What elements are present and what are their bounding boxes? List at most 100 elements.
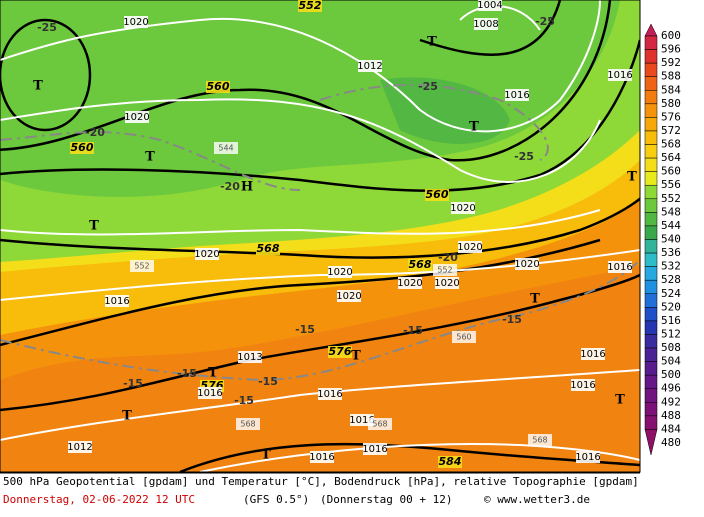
geopotential-label: 560: [207, 80, 230, 93]
pressure-label-bg: [571, 379, 595, 391]
thickness-label-bg: [236, 418, 260, 430]
colorbar-box: [644, 374, 658, 389]
colorbar-box: [644, 266, 658, 281]
field-darkgreen: [0, 0, 620, 197]
thickness-label: 568: [532, 436, 547, 445]
pressure-label: 1020: [336, 291, 361, 302]
geopotential-label: 576: [329, 345, 352, 358]
colorbar-label: 520: [661, 300, 681, 313]
colorbar-box: [644, 361, 658, 376]
colorbar-label: 524: [661, 287, 681, 300]
colorbar-box: [644, 252, 658, 267]
pressure-label: 1020: [123, 17, 148, 28]
thickness-label-bg: [433, 264, 457, 276]
pressure-label: 1020: [124, 112, 149, 123]
pressure-label: 1020: [450, 203, 475, 214]
map-field: [0, 0, 640, 472]
temperature-label: -15: [403, 324, 423, 337]
colorbar-label: 560: [661, 165, 681, 178]
pressure-label: 1016: [362, 444, 387, 455]
pressure-center: T: [627, 170, 637, 185]
colorbar: 6005965925885845805765725685645605565525…: [644, 23, 681, 456]
geopotential-label-bg: [438, 456, 462, 468]
colorbar-box: [644, 103, 658, 118]
colorbar-label: 488: [661, 409, 681, 422]
colorbar-label: 592: [661, 56, 681, 69]
colorbar-box: [644, 76, 658, 91]
geopotential-label-bg: [256, 243, 280, 255]
thickness-label: 552: [134, 262, 149, 271]
geopotential-label-bg: [70, 142, 94, 154]
colorbar-box: [644, 62, 658, 77]
pressure-label: 1004: [477, 0, 502, 11]
colorbar-box: [644, 144, 658, 159]
pressure-label: 1020: [434, 278, 459, 289]
thickness-label: 560: [456, 333, 471, 342]
pressure-center: T: [351, 349, 361, 364]
thickness-label: 544: [218, 144, 233, 153]
temperature-label: -25: [535, 15, 555, 28]
pressure-label: 1020: [514, 259, 539, 270]
pressure-center: T: [530, 292, 540, 307]
colorbar-label: 532: [661, 260, 681, 273]
pressure-label-bg: [576, 451, 600, 463]
colorbar-box: [644, 320, 658, 335]
colorbar-box: [644, 35, 658, 50]
footer-run: (Donnerstag 00 + 12): [320, 493, 452, 506]
colorbar-label: 508: [661, 341, 681, 354]
geopotential-label-bg: [425, 189, 449, 201]
colorbar-label: 516: [661, 314, 681, 327]
thickness-label-bg: [368, 418, 392, 430]
pressure-label-bg: [337, 290, 361, 302]
colorbar-box: [644, 49, 658, 64]
thickness-label: 552: [437, 266, 452, 275]
colorbar-box: [644, 334, 658, 349]
geopotential-label: 552: [299, 0, 322, 12]
thickness-label-bg: [452, 331, 476, 343]
pressure-label: 1016: [104, 296, 129, 307]
colorbar-box: [644, 388, 658, 403]
pressure-label: 1008: [473, 19, 498, 30]
colorbar-tip: [644, 429, 658, 456]
colorbar-box: [644, 171, 658, 186]
temperature-label: -15: [502, 313, 522, 326]
colorbar-label: 544: [661, 219, 681, 232]
geopotential-label: 560: [426, 188, 449, 201]
colorbar-box: [644, 157, 658, 172]
pressure-center: T: [427, 35, 437, 50]
thickness-label-bg: [130, 260, 154, 272]
pressure-label: 1020: [457, 242, 482, 253]
pressure-label: 1016: [504, 90, 529, 101]
pressure-label: 1016: [197, 388, 222, 399]
pressure-label: 1020: [327, 267, 352, 278]
colorbar-label: 564: [661, 151, 681, 164]
temperature-label: -15: [177, 367, 197, 380]
pressure-center: T: [122, 409, 132, 424]
geopotential-label-bg: [206, 81, 230, 93]
pressure-label: 1016: [570, 380, 595, 391]
pressure-label-bg: [124, 16, 148, 28]
colorbar-box: [644, 239, 658, 254]
pressure-label-bg: [608, 261, 632, 273]
thickness-label-bg: [528, 434, 552, 446]
colorbar-label: 504: [661, 355, 681, 368]
colorbar-label: 500: [661, 368, 681, 381]
pressure-label-bg: [318, 388, 342, 400]
colorbar-label: 548: [661, 205, 681, 218]
colorbar-label: 480: [661, 436, 681, 449]
pressure-label: 1012: [67, 442, 92, 453]
pressure-label-bg: [435, 277, 459, 289]
pressure-label-bg: [478, 0, 502, 11]
pressure-label-bg: [328, 266, 352, 278]
pressure-label: 1020: [194, 249, 219, 260]
pressure-label-bg: [608, 69, 632, 81]
pressure-label: 1016: [575, 452, 600, 463]
colorbar-label: 528: [661, 273, 681, 286]
pressure-label-bg: [195, 248, 219, 260]
colorbar-box: [644, 347, 658, 362]
temperature-label: -15: [234, 394, 254, 407]
colorbar-label: 484: [661, 422, 681, 435]
pressure-label-bg: [310, 451, 334, 463]
colorbar-label: 588: [661, 70, 681, 83]
pressure-label: 1016: [607, 262, 632, 273]
